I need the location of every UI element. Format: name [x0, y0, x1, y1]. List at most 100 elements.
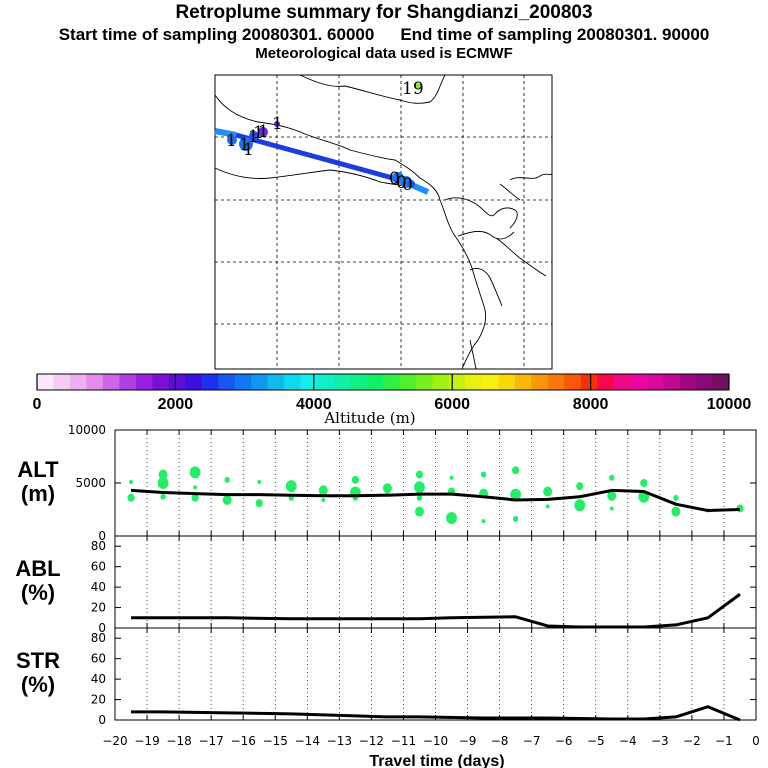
panel-label: ABL: [15, 556, 60, 581]
x-tick-label: −4: [619, 734, 637, 748]
colorbar-cell: [333, 374, 351, 390]
x-tick-label: −16: [231, 734, 256, 748]
scatter-point: [160, 493, 166, 500]
panel-abl: 80 60 40 20 0 ABL(%): [15, 535, 757, 635]
x-tick-label: −7: [523, 734, 541, 748]
end-time: End time of sampling 20080301. 90000: [400, 25, 710, 44]
scatter-point: [157, 477, 169, 489]
x-tick-label: −18: [166, 734, 191, 748]
map-label: 1: [272, 114, 283, 134]
scatter-point: [446, 511, 457, 524]
x-tick-label: −15: [263, 734, 288, 748]
colorbar-cell: [102, 374, 120, 390]
scatter-point: [673, 494, 679, 501]
plume-marker: [258, 127, 268, 137]
map-label: 0: [402, 175, 413, 195]
panel-label-unit: (m): [21, 481, 55, 506]
series-line-abl: [131, 593, 741, 629]
x-tick-label: −8: [491, 734, 509, 748]
scatter-point: [257, 479, 262, 484]
colorbar-cell: [185, 374, 203, 390]
x-tick-label: −13: [327, 734, 352, 748]
colorbar-cell: [432, 374, 450, 390]
colorbar-cell: [663, 374, 680, 390]
coastlines-borders: [214, 74, 553, 370]
scatter-point: [321, 497, 326, 502]
scatter-point: [255, 499, 263, 508]
panel-label-unit: (%): [21, 672, 55, 697]
colorbar-cell: [415, 374, 433, 390]
colorbar-cell: [267, 374, 285, 390]
panel-label: STR: [16, 648, 60, 673]
colorbar-cell: [547, 374, 565, 390]
colorbar-cell: [53, 374, 71, 390]
scatter-point: [224, 476, 230, 483]
colorbar-cell: [448, 374, 466, 390]
colorbar-ticks: 0 2000 4000 6000 8000 10000: [33, 374, 751, 413]
colorbar-cell: [218, 374, 236, 390]
scatter-point: [640, 479, 648, 487]
colorbar-cell: [234, 374, 252, 390]
scatter-point: [416, 494, 423, 501]
map-label-19: 19: [402, 79, 424, 99]
colorbar-cell: [168, 374, 186, 390]
panel-label: ALT: [17, 457, 59, 482]
x-tick-label: −17: [198, 734, 223, 748]
track-segment-early: [214, 128, 237, 138]
colorbar-cell: [37, 374, 54, 390]
colorbar-cell: [300, 374, 318, 390]
colorbar-cell: [696, 374, 713, 390]
altitude-scatter: [127, 466, 744, 524]
y-tick-label: 60: [91, 560, 106, 574]
panel-frame: [114, 535, 757, 629]
y-tick-label: 60: [91, 652, 106, 666]
colorbar-cell: [646, 374, 664, 390]
x-tick-label: −10: [423, 734, 448, 748]
colorbar-cell: [564, 374, 582, 390]
sampling-times: Start time of sampling 20080301. 60000 En…: [0, 25, 768, 45]
scatter-point: [609, 506, 614, 511]
panel-str: 80 60 40 20 0 STR(%): [16, 627, 757, 727]
colorbar-cell: [597, 374, 614, 390]
y-tick-label: 5000: [75, 476, 106, 490]
map-label: 1: [239, 135, 250, 155]
x-tick-label: −11: [391, 734, 416, 748]
x-tick-label: −1: [715, 734, 733, 748]
colorbar-cell: [317, 374, 334, 390]
colorbar-cell: [399, 374, 417, 390]
colorbar-cell: [251, 374, 268, 390]
scatter-point: [189, 466, 201, 479]
x-tick-label: −9: [459, 734, 477, 748]
plume-marker: [415, 83, 421, 89]
scatter-point: [510, 488, 522, 501]
x-tick-label: −20: [102, 734, 127, 748]
scatter-point: [607, 490, 617, 501]
colorbar-cell: [383, 374, 400, 390]
scatter-point: [543, 486, 553, 497]
y-tick-label: 0: [98, 713, 106, 727]
colorbar-cell: [613, 374, 631, 390]
colorbar-cell: [531, 374, 549, 390]
map-label: 1: [243, 140, 254, 160]
colorbar-cell: [284, 374, 301, 390]
map-label: 1: [253, 123, 264, 143]
start-time: Start time of sampling 20080301. 60000: [58, 25, 375, 44]
time-series-panels: 1000050000ALT(m)806040200ABL(%)806040200…: [15, 423, 759, 748]
scatter-point: [285, 480, 297, 493]
x-tick-label: −12: [359, 734, 384, 748]
y-tick-label: 0: [98, 529, 106, 543]
scatter-point: [671, 506, 681, 517]
colorbar-tick-label: 2000: [158, 396, 194, 413]
plume-markers: [227, 83, 421, 188]
scatter-point: [382, 483, 392, 494]
colorbar-cell: [201, 374, 219, 390]
scatter-point: [609, 474, 615, 481]
colorbar-cell: [119, 374, 137, 390]
map-label: 1: [226, 131, 237, 151]
y-tick-label: 40: [91, 580, 106, 594]
met-data-note: Meteorological data used is ECMWF: [255, 45, 513, 62]
x-tick-label: −14: [295, 734, 320, 748]
panel-label-unit: (%): [21, 580, 55, 605]
scatter-point: [480, 471, 487, 478]
